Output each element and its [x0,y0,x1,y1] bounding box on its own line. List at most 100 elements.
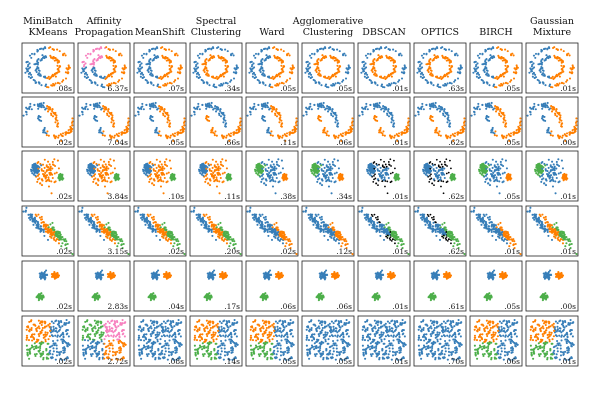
data-point [438,130,441,133]
data-point [459,64,462,67]
data-point [26,107,29,110]
data-point [62,79,65,82]
data-point [557,111,560,115]
data-point [314,63,317,66]
data-point [168,64,171,67]
data-point [379,166,382,169]
data-point [33,167,37,170]
data-point [219,167,222,170]
data-point [179,68,182,71]
data-point [274,113,277,117]
data-point [107,73,110,76]
data-point [495,134,498,137]
data-point [432,84,435,87]
data-point [383,75,386,78]
data-point [281,134,284,137]
data-point [107,160,110,163]
data-point [282,82,285,85]
data-point [40,58,43,62]
data-point [376,58,379,62]
data-point [397,80,400,83]
data-point [555,108,558,111]
data-point [45,132,48,135]
data-point [255,164,258,168]
data-point [274,192,277,195]
data-point [148,170,151,173]
data-point [472,71,475,74]
data-point [226,50,229,53]
data-point [485,67,488,70]
data-point [156,47,159,50]
data-point [155,166,158,169]
data-point [112,119,115,122]
data-point [541,107,544,110]
data-point [324,83,328,86]
data-point [194,107,197,110]
data-point [96,168,99,171]
data-point [515,64,518,67]
data-point [209,163,213,166]
data-point [288,54,291,57]
data-point [448,125,451,128]
data-point [276,82,279,86]
data-point [164,48,167,51]
data-point [366,52,370,55]
data-point [267,76,270,79]
data-point [149,69,152,72]
panel-noisy_moons-8: .05s [469,96,523,148]
data-point [381,180,384,183]
data-point [154,104,157,107]
data-point [377,178,380,181]
data-point [387,110,390,113]
data-point [37,67,40,70]
data-point [53,172,56,175]
data-point [393,69,396,72]
data-point [142,52,146,55]
data-point [64,71,67,74]
column-header-6-line-0: DBSCAN [362,27,406,38]
data-point [339,133,342,136]
data-point [379,126,382,129]
data-point [274,172,277,175]
data-point [26,70,29,73]
data-point [488,58,491,62]
data-point [427,70,430,74]
data-point [341,80,344,83]
data-point [550,105,553,108]
data-point [506,50,509,53]
data-point [39,182,42,185]
data-point [114,50,117,53]
data-point [84,106,87,109]
data-point [478,52,482,55]
data-point [115,173,118,176]
data-point [495,86,498,89]
data-point [436,171,439,174]
data-point [183,120,186,123]
data-point [219,176,222,180]
data-point [143,169,146,172]
data-point [567,52,570,55]
data-point [449,134,452,137]
data-point [283,173,286,176]
data-point [451,133,454,136]
data-point [223,72,226,75]
data-point [481,52,484,55]
data-point [499,73,502,76]
data-point [542,115,545,118]
data-point [511,52,514,55]
data-point [65,67,68,70]
data-point [169,134,172,137]
data-point [220,57,223,60]
data-point [470,114,473,117]
data-point [114,175,117,178]
data-point [205,69,208,72]
data-point [148,178,152,181]
data-point [429,178,431,181]
data-point [249,60,252,64]
data-point [54,180,57,183]
data-point [115,133,118,136]
data-point [381,132,384,135]
data-point [211,174,214,177]
data-point [327,134,330,137]
data-point [323,174,326,177]
